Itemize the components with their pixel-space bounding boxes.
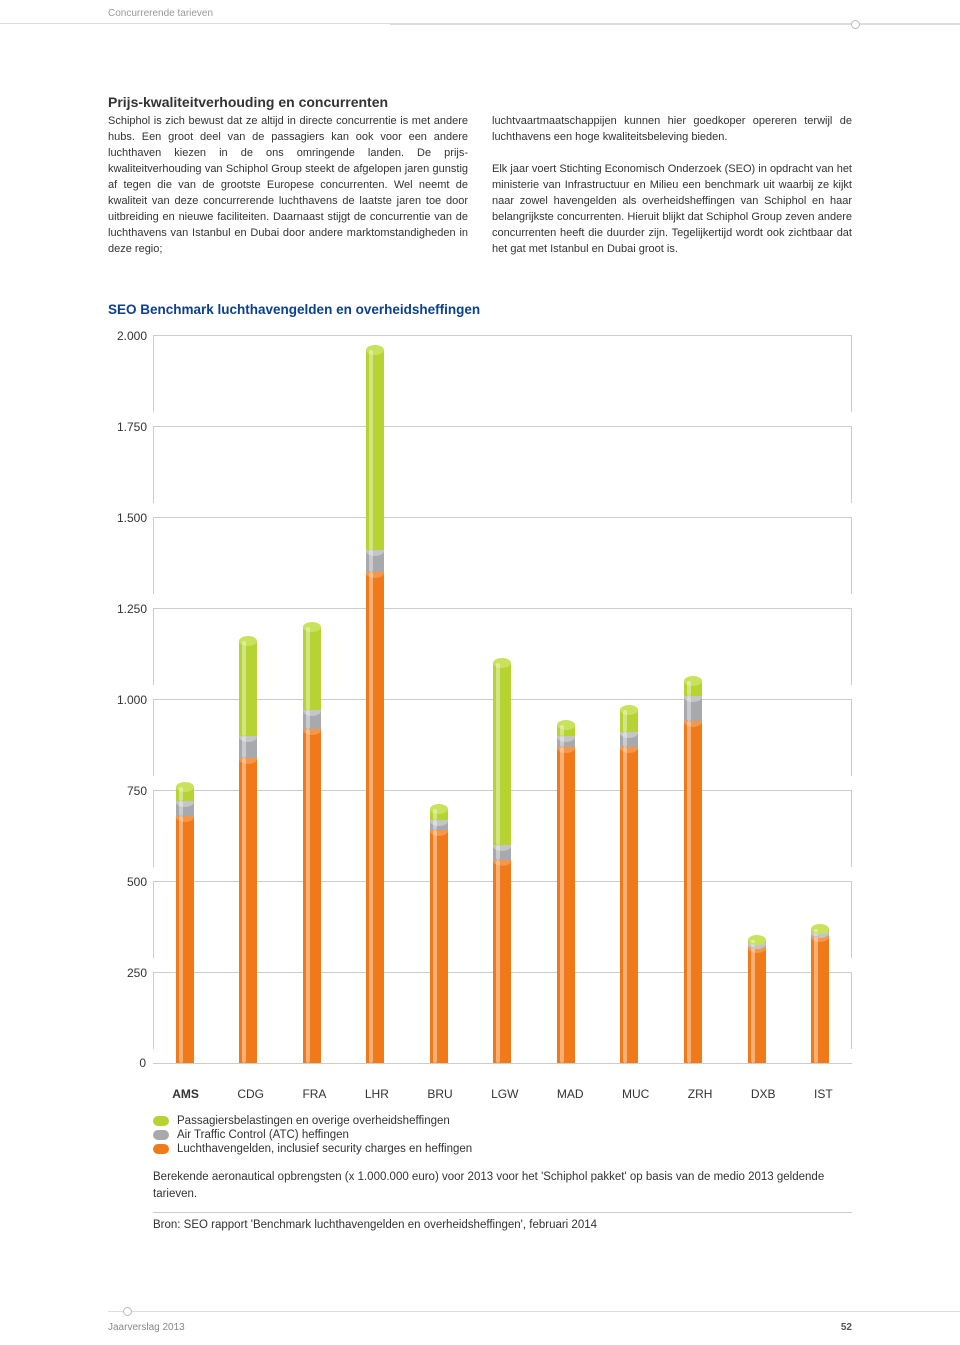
legend-swatch-grey: [153, 1130, 169, 1140]
chart-legend: Passagiersbelastingen en overige overhei…: [153, 1115, 852, 1155]
article-heading: Prijs-kwaliteitverhouding en concurrente…: [108, 94, 852, 110]
y-grid-row: 750: [153, 790, 852, 867]
x-label-LHR: LHR: [365, 1087, 389, 1101]
footer-page: 52: [841, 1322, 852, 1333]
x-label-LGW: LGW: [491, 1087, 518, 1101]
y-tick-label: 1.500: [102, 511, 147, 525]
legend-swatch-green: [153, 1116, 169, 1126]
x-label-MAD: MAD: [557, 1087, 584, 1101]
y-tick-label: 1.750: [102, 420, 147, 434]
footer-ornament-circle: [123, 1307, 132, 1316]
footer-doc: Jaarverslag 2013: [108, 1322, 185, 1333]
y-grid-row: 250: [153, 972, 852, 1049]
y-tick-label: 500: [102, 875, 147, 889]
legend-row-green: Passagiersbelastingen en overige overhei…: [153, 1115, 852, 1127]
x-axis-labels: AMS CDG FRA LHR BRU LGW MAD MUC ZRH DXB IST: [153, 1085, 852, 1101]
footer-rule: [108, 1311, 960, 1312]
y-tick-label: 1.000: [102, 693, 147, 707]
y-grid-row: 1.500: [153, 517, 852, 594]
x-label-CDG: CDG: [237, 1087, 264, 1101]
legend-label-grey: Air Traffic Control (ATC) heffingen: [177, 1129, 349, 1141]
x-label-MUC: MUC: [622, 1087, 649, 1101]
x-label-DXB: DXB: [751, 1087, 776, 1101]
article-columns: Schiphol is zich bewust dat ze altijd in…: [108, 114, 852, 257]
chart-source: Bron: SEO rapport 'Benchmark luchthaveng…: [153, 1212, 852, 1231]
legend-label-green: Passagiersbelastingen en overige overhei…: [177, 1115, 450, 1127]
header-ornament-circle: [851, 20, 860, 29]
chart-note: Berekende aeronautical opbrengsten (x 1.…: [153, 1169, 852, 1201]
x-label-AMS: AMS: [172, 1087, 199, 1101]
legend-row-grey: Air Traffic Control (ATC) heffingen: [153, 1129, 852, 1141]
y-grid-row: 1.750: [153, 426, 852, 503]
legend-row-orange: Luchthavengelden, inclusief security cha…: [153, 1143, 852, 1155]
x-label-FRA: FRA: [302, 1087, 326, 1101]
legend-label-orange: Luchthavengelden, inclusief security cha…: [177, 1143, 472, 1155]
page-section-header: Concurrerende tarieven: [0, 0, 960, 24]
page-footer: Jaarverslag 2013 52: [0, 1312, 960, 1345]
legend-swatch-orange: [153, 1144, 169, 1154]
header-rule: [390, 24, 960, 25]
benchmark-chart: SEO Benchmark luchthavengelden en overhe…: [108, 302, 852, 1230]
section-label: Concurrerende tarieven: [108, 8, 213, 19]
y-tick-label: 750: [102, 784, 147, 798]
y-grid: 2.000 1.750 1.500 1.250 1.000 750 500 250: [108, 335, 852, 1049]
x-label-IST: IST: [814, 1087, 833, 1101]
y-grid-row: 1.000: [153, 699, 852, 776]
y-tick-0: 0: [101, 1056, 146, 1070]
article-col-right: luchtvaartmaatschappijen kunnen hier goe…: [492, 114, 852, 257]
content-area: Prijs-kwaliteitverhouding en concurrente…: [0, 24, 960, 1271]
y-tick-label: 1.250: [102, 602, 147, 616]
y-grid-row: 1.250: [153, 608, 852, 685]
x-label-ZRH: ZRH: [688, 1087, 713, 1101]
chart-title: SEO Benchmark luchthavengelden en overhe…: [108, 302, 852, 317]
chart-baseline: 0: [153, 1063, 852, 1085]
y-grid-row: 2.000: [153, 335, 852, 412]
chart-plot-area: 2.000 1.750 1.500 1.250 1.000 750 500 250 0: [108, 335, 852, 1085]
x-label-BRU: BRU: [427, 1087, 452, 1101]
y-tick-label: 2.000: [102, 329, 147, 343]
article-col-left: Schiphol is zich bewust dat ze altijd in…: [108, 114, 468, 257]
y-tick-label: 250: [102, 966, 147, 980]
y-grid-row: 500: [153, 881, 852, 958]
